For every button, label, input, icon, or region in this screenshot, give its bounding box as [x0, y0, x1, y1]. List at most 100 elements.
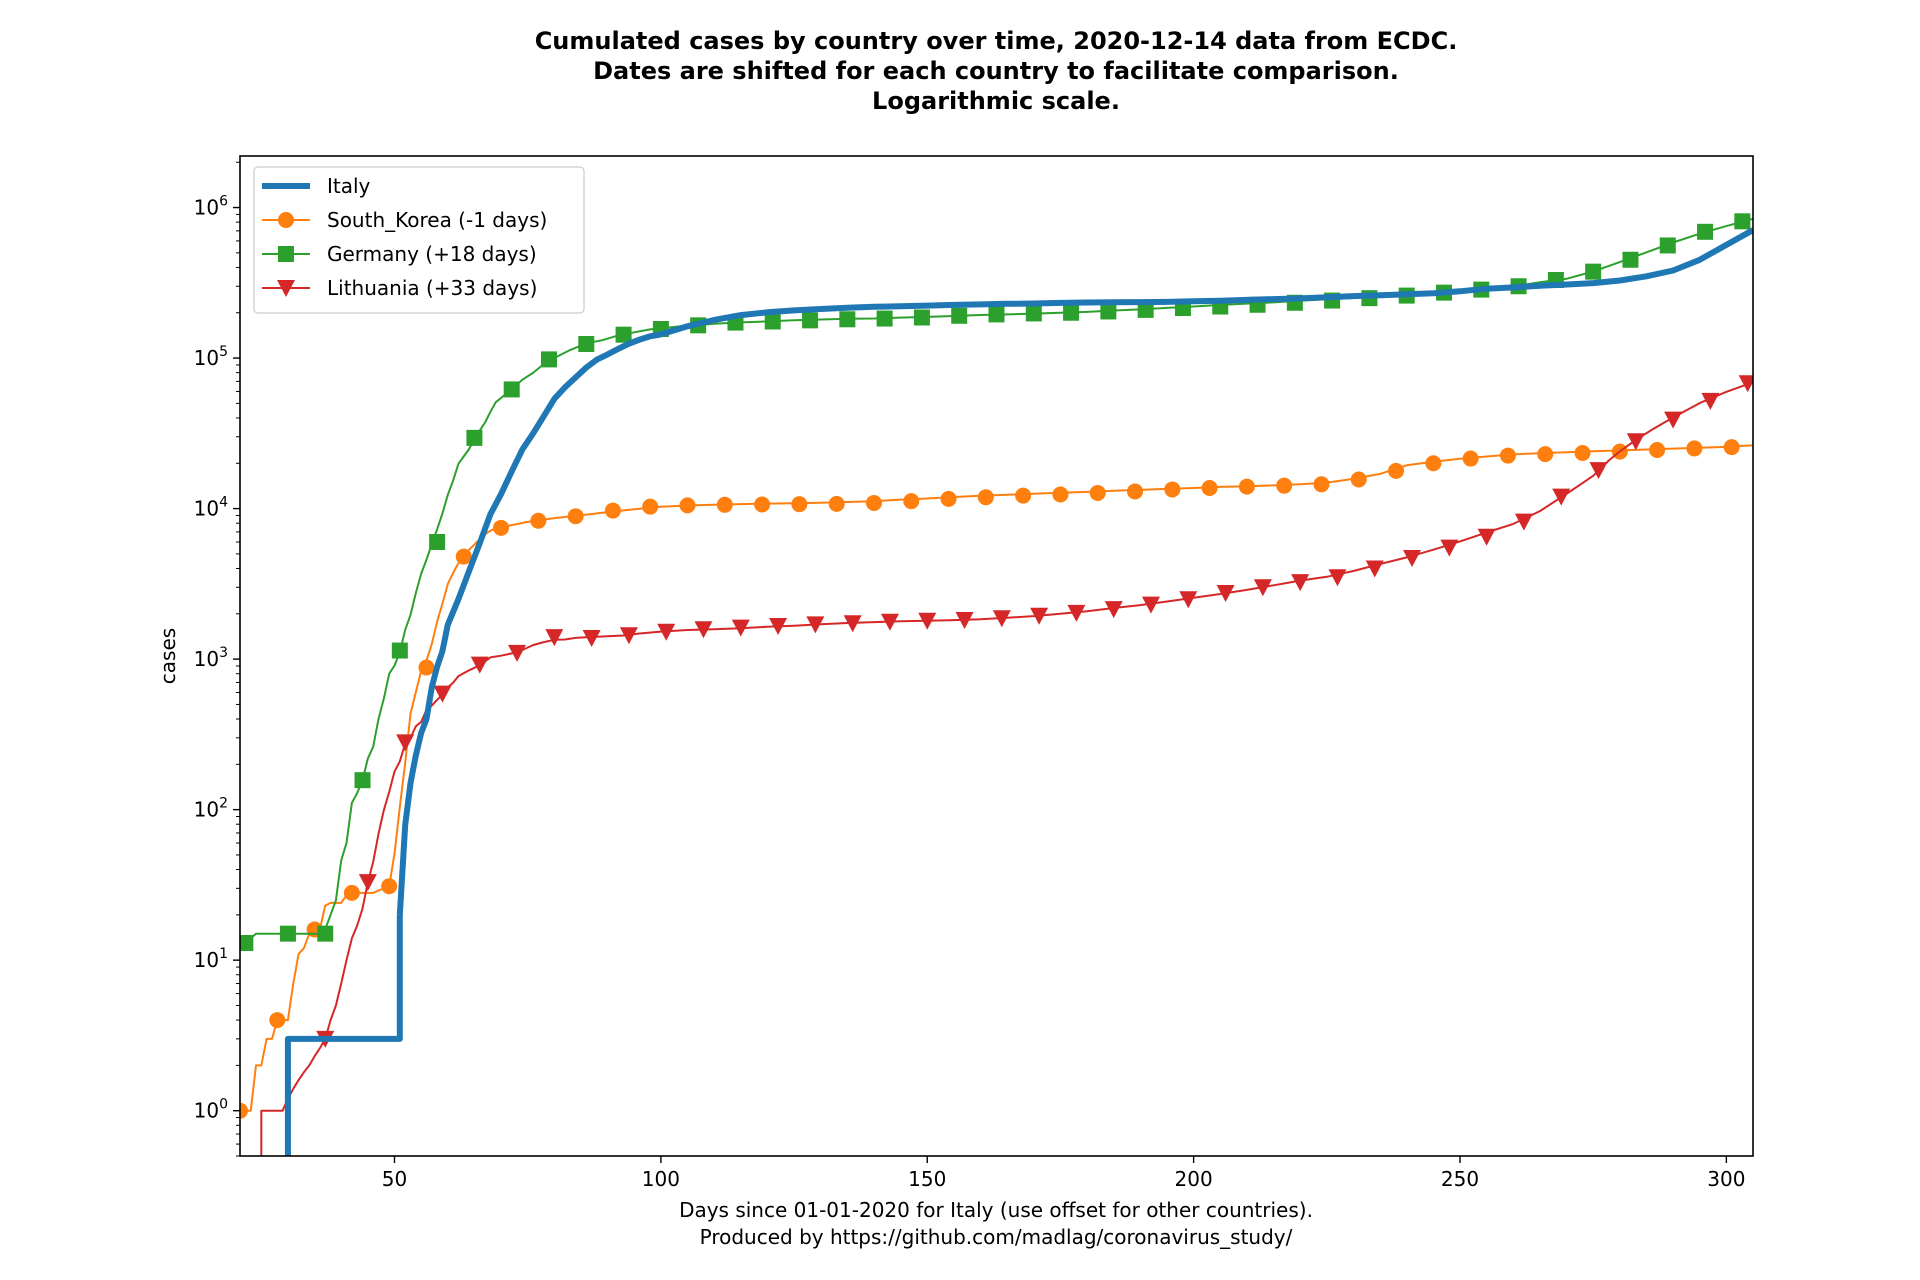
- plot-frame: [239, 155, 1754, 1157]
- germany-point: [466, 429, 483, 446]
- italy-line: [396, 227, 1753, 916]
- south-korea-point: [1313, 476, 1330, 493]
- south-korea-point: [418, 659, 435, 676]
- lithuania-point: [731, 619, 750, 637]
- y-tick-label: 104: [194, 495, 228, 521]
- germany-point: [429, 533, 446, 550]
- germany-point: [391, 642, 408, 659]
- germany-point: [1585, 263, 1602, 280]
- lithuania-point: [1589, 462, 1608, 480]
- y-tick-label: 106: [194, 194, 228, 220]
- legend-label-south-korea: South_Korea (-1 days): [327, 208, 547, 232]
- germany-point: [1137, 301, 1154, 318]
- germany-point: [1025, 305, 1042, 322]
- south-korea-point: [1127, 483, 1144, 500]
- south-korea-point: [1238, 478, 1255, 495]
- germany-point: [951, 307, 968, 324]
- legend-label-germany: Germany (+18 days): [327, 242, 537, 266]
- south-korea-point: [940, 490, 957, 507]
- lithuania-point: [1104, 601, 1123, 619]
- germany-point: [503, 381, 520, 398]
- lithuania-point: [769, 617, 788, 635]
- lithuania-point: [1365, 560, 1384, 578]
- lithuania-point: [992, 610, 1011, 628]
- lithuania-point: [1738, 375, 1753, 393]
- germany-point: [1697, 223, 1714, 240]
- germany-point: [354, 772, 371, 789]
- germany-point: [1622, 251, 1639, 268]
- germany-point: [1734, 213, 1751, 230]
- x-tick-label: 300: [1707, 1167, 1745, 1191]
- y-tick-label: 101: [194, 946, 228, 972]
- legend-marker-south-korea: [278, 212, 294, 228]
- germany-point: [317, 925, 334, 942]
- x-tick-label: 150: [908, 1167, 946, 1191]
- lithuania-point: [1477, 528, 1496, 546]
- south-korea-point: [1164, 481, 1181, 498]
- x-axis: 50 100 150 200 250 300: [382, 1156, 1745, 1191]
- lithuania-line: [260, 381, 1753, 1156]
- south-korea-point: [754, 496, 771, 513]
- lithuania-point: [1216, 584, 1235, 602]
- lithuania-point: [806, 616, 825, 634]
- series-layer: [240, 213, 1753, 1156]
- lithuania-point: [396, 734, 415, 752]
- lithuania-point: [582, 630, 601, 648]
- south-korea-point: [381, 878, 398, 895]
- lithuania-point: [470, 656, 489, 674]
- south-korea-point: [604, 502, 621, 519]
- y-axis-label: cases: [156, 628, 180, 684]
- lithuania-point: [694, 621, 713, 639]
- south-korea-point: [1649, 442, 1666, 459]
- lithuania-point: [1253, 579, 1272, 597]
- south-korea-point: [1015, 487, 1032, 504]
- south-korea-point: [493, 519, 510, 536]
- chart-title-line-3: Logarithmic scale.: [872, 87, 1120, 115]
- south-korea-point: [903, 493, 920, 510]
- lithuania-point: [1664, 411, 1683, 429]
- lithuania-point: [1030, 607, 1049, 625]
- germany-point: [913, 309, 930, 326]
- germany-point: [540, 351, 557, 368]
- lithuania-point: [1141, 596, 1160, 614]
- south-korea-point: [828, 495, 845, 512]
- south-korea-point: [865, 494, 882, 511]
- germany-point: [839, 311, 856, 328]
- germany-point: [876, 310, 893, 327]
- germany-point: [615, 326, 632, 343]
- legend-marker-lithuania: [277, 280, 295, 297]
- germany-point: [1100, 303, 1117, 320]
- x-tick-label: 100: [642, 1167, 680, 1191]
- lithuania-point: [1514, 513, 1533, 531]
- legend-box: [253, 166, 585, 314]
- south-korea-point: [642, 498, 659, 515]
- lithuania-point: [619, 627, 638, 645]
- lithuania-point: [1328, 569, 1347, 587]
- lithuania-point: [657, 623, 676, 641]
- lithuania-point: [1440, 539, 1459, 557]
- x-axis-label-line-1: Days since 01-01-2020 for Italy (use off…: [679, 1198, 1313, 1222]
- germany-point: [279, 925, 296, 942]
- y-tick-label: 100: [194, 1097, 228, 1123]
- lithuania-point: [1291, 574, 1310, 592]
- lithuania-point: [433, 685, 452, 703]
- lithuania-point: [1552, 488, 1571, 506]
- germany-point: [764, 313, 781, 330]
- south-korea-point: [679, 497, 696, 514]
- lithuania-point: [918, 612, 937, 630]
- lithuania-point: [1179, 591, 1198, 609]
- germany-point: [802, 312, 819, 329]
- south-korea-point: [1499, 447, 1516, 464]
- south-korea-point: [567, 508, 584, 525]
- south-korea-point: [1388, 462, 1405, 479]
- y-tick-label: 105: [194, 344, 228, 370]
- south-korea-point: [455, 548, 472, 565]
- y-axis: 100 101 102 103 104 105 106: [194, 161, 240, 1157]
- lithuania-point: [1626, 433, 1645, 451]
- italy-step-line: [284, 914, 403, 1156]
- south-korea-point: [1201, 480, 1218, 497]
- lithuania-point: [358, 874, 377, 892]
- south-korea-point: [1574, 445, 1591, 462]
- y-tick-label: 103: [194, 645, 228, 671]
- germany-point: [578, 336, 595, 353]
